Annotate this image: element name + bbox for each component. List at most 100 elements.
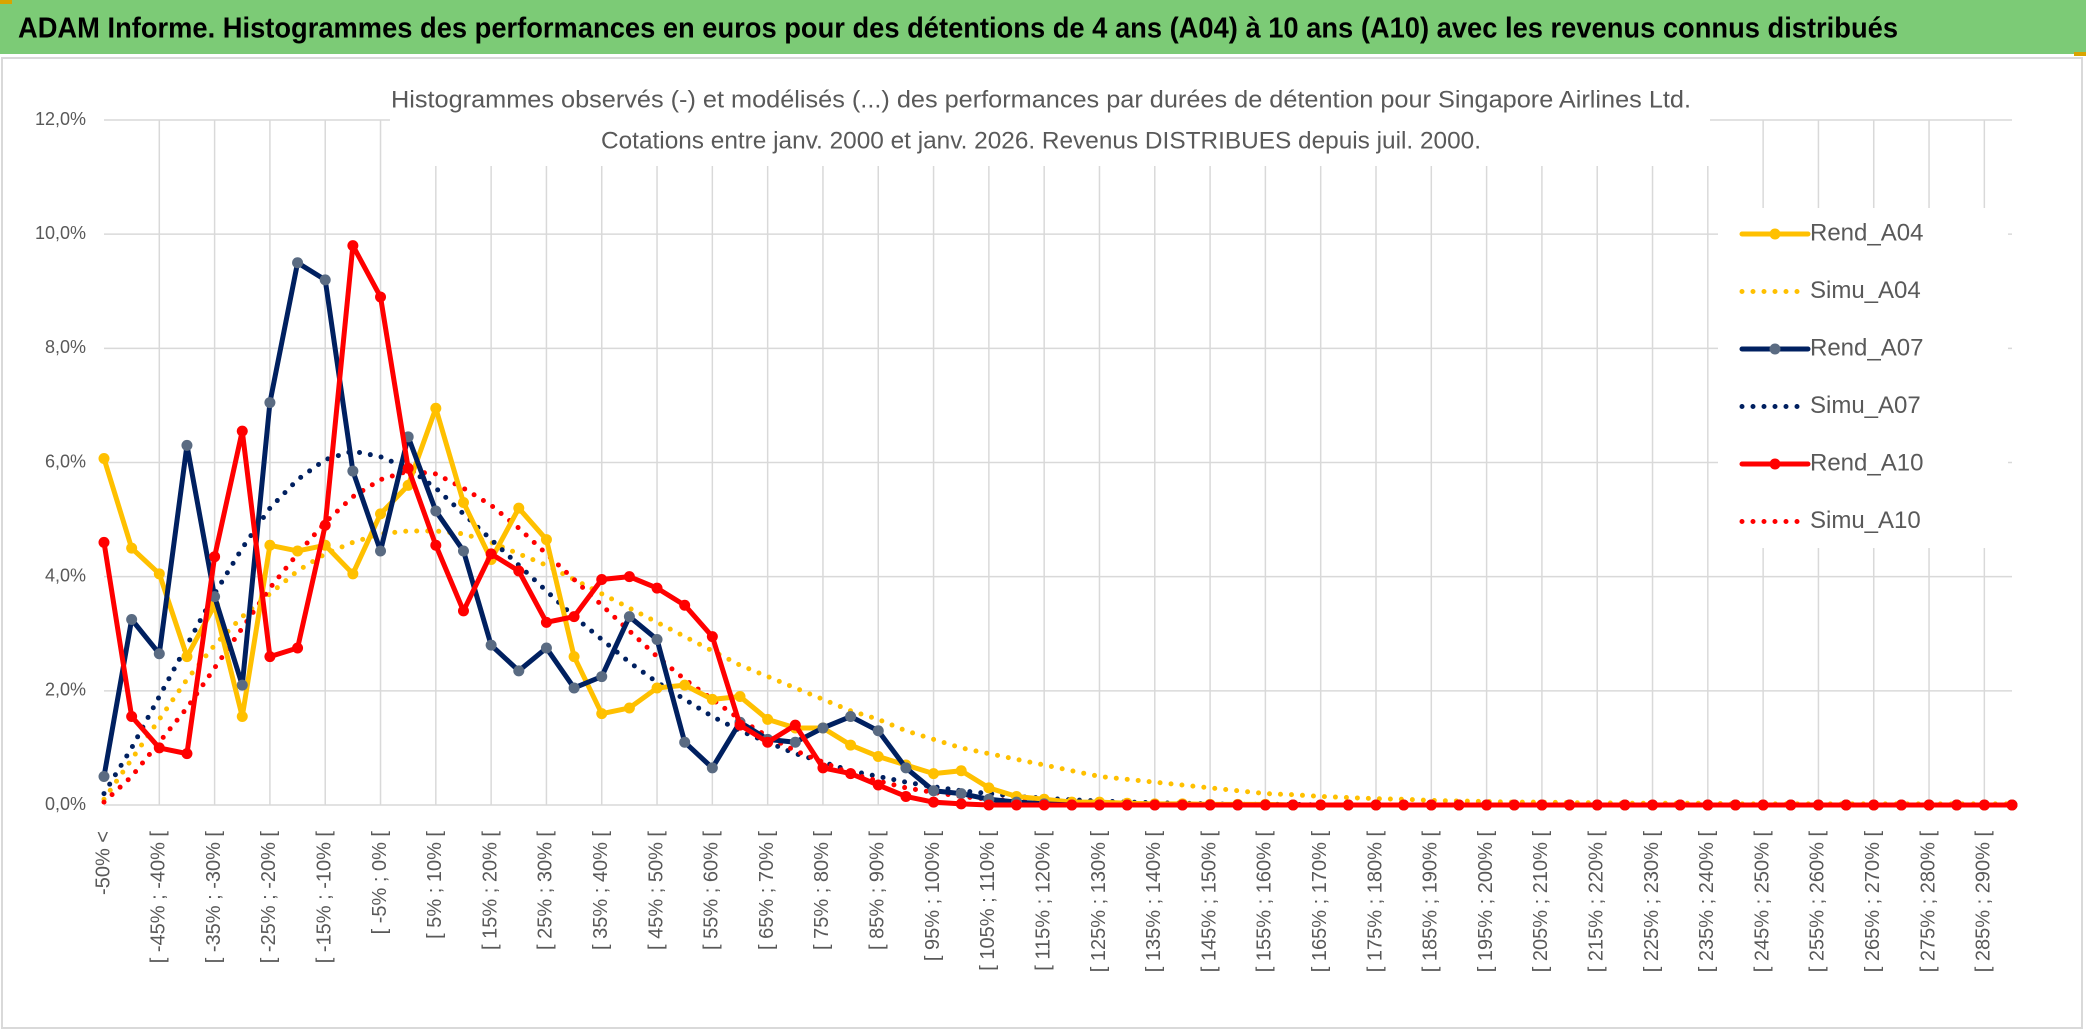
data-point xyxy=(98,770,110,782)
data-point xyxy=(1425,799,1437,811)
data-point xyxy=(1315,799,1327,811)
legend: Rend_A04 Simu_A04 Rend_A07 Simu_A07 Rend_A10… xyxy=(1718,208,2008,548)
data-point xyxy=(568,682,580,694)
data-point xyxy=(734,719,746,731)
data-point xyxy=(430,402,442,414)
corner xyxy=(0,0,12,4)
data-point xyxy=(1038,799,1050,811)
x-tick-label: [ 65% ; 70% [ xyxy=(756,831,778,950)
header-title: ADAM Informe. Histogrammes des performan… xyxy=(18,13,1898,45)
x-tick-label: [ 115% ; 120% [ xyxy=(1032,831,1054,971)
legend-label: Simu_A04 xyxy=(1810,277,1921,304)
y-tick-label: 0,0% xyxy=(45,794,86,814)
data-point xyxy=(181,651,193,663)
x-tick-label: [ -15% ; -10% [ xyxy=(313,831,335,964)
plot-area xyxy=(98,240,2018,811)
data-point xyxy=(872,750,884,762)
data-point xyxy=(845,711,857,723)
data-point xyxy=(1481,799,1493,811)
legend-label: Rend_A10 xyxy=(1810,449,1923,476)
data-point xyxy=(928,796,940,808)
x-tick-label: [ 85% ; 90% [ xyxy=(867,831,889,950)
legend-label: Rend_A04 xyxy=(1810,219,1923,246)
x-tick-label: [ 235% ; 240% [ xyxy=(1696,831,1718,973)
legend-label: Rend_A07 xyxy=(1810,334,1923,361)
data-point xyxy=(319,274,331,286)
x-tick-label: [ 45% ; 50% [ xyxy=(645,831,667,950)
x-tick-label: [ 275% ; 280% [ xyxy=(1917,831,1939,973)
corner xyxy=(2074,52,2086,56)
data-point xyxy=(1951,799,1963,811)
x-tick-label: [ -35% ; -30% [ xyxy=(203,831,225,964)
data-point xyxy=(1066,799,1078,811)
data-point xyxy=(1591,799,1603,811)
data-point xyxy=(1204,799,1216,811)
data-point xyxy=(596,708,608,720)
x-tick-label: [ 215% ; 220% [ xyxy=(1585,831,1607,973)
data-point xyxy=(375,291,387,303)
data-point xyxy=(430,505,442,517)
legend-label: Simu_A07 xyxy=(1810,392,1921,419)
legend-marker xyxy=(1769,458,1781,470)
data-point xyxy=(126,542,138,554)
x-tick-label: [ 125% ; 130% [ xyxy=(1088,831,1110,973)
data-point xyxy=(928,785,940,797)
data-point xyxy=(292,545,304,557)
data-point xyxy=(1702,799,1714,811)
x-tick-label: [ 5% ; 10% [ xyxy=(424,831,446,939)
x-tick-label: [ 245% ; 250% [ xyxy=(1751,831,1773,973)
data-point xyxy=(762,713,774,725)
data-point xyxy=(928,768,940,780)
data-point xyxy=(264,397,276,409)
data-point xyxy=(1840,799,1852,811)
data-point xyxy=(347,240,359,252)
data-point xyxy=(153,648,165,660)
y-tick-label: 4,0% xyxy=(45,565,86,585)
legend-label: Simu_A10 xyxy=(1810,507,1921,534)
data-point xyxy=(955,788,967,800)
data-point xyxy=(872,725,884,737)
data-point xyxy=(209,551,221,563)
data-point xyxy=(900,762,912,774)
data-point xyxy=(1536,799,1548,811)
x-tick-label: [ 15% ; 20% [ xyxy=(479,831,501,950)
data-point xyxy=(236,711,248,723)
x-tick-label: [ 145% ; 150% [ xyxy=(1198,831,1220,973)
chart-title: Histogrammes observés (-) et modélisés (… xyxy=(391,86,1691,113)
data-point xyxy=(1978,799,1990,811)
data-point xyxy=(845,768,857,780)
x-tick-label: [ -25% ; -20% [ xyxy=(258,831,280,964)
data-point xyxy=(1287,799,1299,811)
data-point xyxy=(153,742,165,754)
data-point xyxy=(513,565,525,577)
data-point xyxy=(651,582,663,594)
data-point xyxy=(540,642,552,654)
data-point xyxy=(513,665,525,677)
data-point xyxy=(900,790,912,802)
data-point xyxy=(319,519,331,531)
x-tick-label: [ 75% ; 80% [ xyxy=(811,831,833,950)
data-point xyxy=(375,508,387,520)
data-point xyxy=(955,798,967,810)
x-tick-label: [ 25% ; 30% [ xyxy=(535,831,557,950)
data-point xyxy=(1121,799,1133,811)
data-point xyxy=(457,496,469,508)
data-point xyxy=(236,425,248,437)
data-point xyxy=(983,782,995,794)
x-tick-label: [ 195% ; 200% [ xyxy=(1475,831,1497,973)
header-bar xyxy=(0,0,2086,54)
data-point xyxy=(1259,799,1271,811)
data-point xyxy=(1176,799,1188,811)
observed-line xyxy=(101,243,2015,808)
data-point xyxy=(1757,799,1769,811)
data-point xyxy=(1729,799,1741,811)
x-tick-label: [ 95% ; 100% [ xyxy=(922,831,944,962)
x-tick-label: [ 185% ; 190% [ xyxy=(1420,831,1442,973)
data-point xyxy=(485,639,497,651)
data-point xyxy=(679,679,691,691)
data-point xyxy=(540,534,552,546)
data-point xyxy=(1453,799,1465,811)
data-point xyxy=(1508,799,1520,811)
x-tick-label: [ 255% ; 260% [ xyxy=(1807,831,1829,973)
